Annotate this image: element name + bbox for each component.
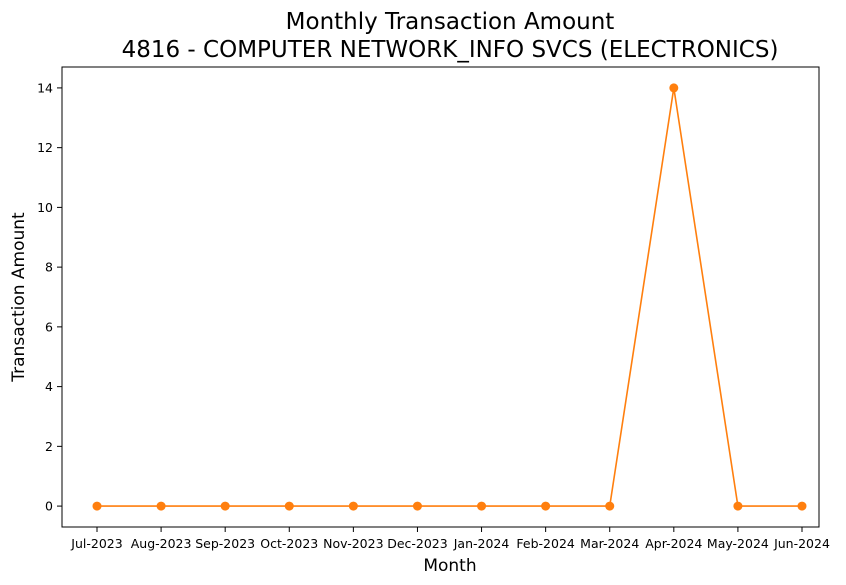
x-tick-label: Jul-2023	[70, 536, 122, 551]
x-tick-label: Apr-2024	[645, 536, 702, 551]
data-point	[93, 502, 102, 511]
series-group	[93, 83, 807, 510]
y-tick-label: 4	[45, 379, 53, 394]
data-point	[798, 502, 807, 511]
data-point	[733, 502, 742, 511]
series-line	[97, 88, 802, 506]
x-tick-label: Oct-2023	[260, 536, 318, 551]
x-tick-label: Jan-2024	[453, 536, 510, 551]
data-point	[605, 502, 614, 511]
y-tick-label: 12	[37, 140, 53, 155]
x-tick-label: May-2024	[707, 536, 769, 551]
data-point	[221, 502, 230, 511]
chart-title: Monthly Transaction Amount	[286, 9, 615, 35]
data-point	[349, 502, 358, 511]
y-tick-label: 8	[45, 260, 53, 275]
chart-subtitle: 4816 - COMPUTER NETWORK_INFO SVCS (ELECT…	[122, 37, 779, 63]
data-point	[669, 83, 678, 92]
data-point	[541, 502, 550, 511]
y-tick-label: 10	[37, 200, 53, 215]
y-tick-label: 2	[45, 439, 53, 454]
x-axis-label: Month	[423, 556, 476, 576]
x-tick-label: Sep-2023	[195, 536, 255, 551]
data-point	[157, 502, 166, 511]
x-tick-label: Jun-2024	[773, 536, 830, 551]
x-tick-label: Mar-2024	[580, 536, 639, 551]
x-tick-label: Feb-2024	[516, 536, 575, 551]
y-tick-label: 6	[45, 319, 53, 334]
y-axis-label: Transaction Amount	[9, 212, 29, 383]
x-tick-label: Dec-2023	[387, 536, 448, 551]
x-tick-label: Nov-2023	[323, 536, 383, 551]
data-point	[413, 502, 422, 511]
x-axis: Jul-2023 Aug-2023 Sep-2023 Oct-2023 Nov-2023…	[70, 527, 830, 551]
data-point	[477, 502, 486, 511]
data-point	[285, 502, 294, 511]
y-tick-label: 14	[37, 80, 53, 95]
y-tick-label: 0	[45, 499, 53, 514]
y-axis: 0 2 4 6 8 10 12 14	[37, 80, 62, 513]
x-tick-label: Aug-2023	[131, 536, 192, 551]
